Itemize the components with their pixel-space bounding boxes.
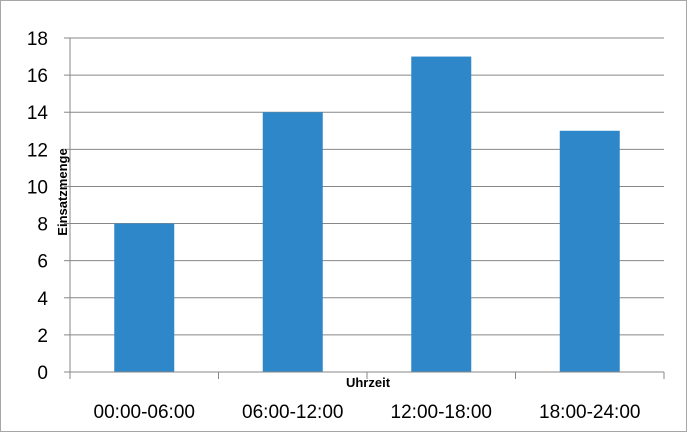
x-tick-label: 00:00-06:00 xyxy=(94,402,195,423)
y-tick-label: 14 xyxy=(27,103,49,124)
bar xyxy=(411,56,472,373)
bar xyxy=(114,223,175,372)
y-tick-label: 2 xyxy=(37,326,48,347)
x-tick-label: 18:00-24:00 xyxy=(539,402,640,423)
x-tick-label: 12:00-18:00 xyxy=(391,402,492,423)
y-tick-label: 8 xyxy=(37,215,48,236)
y-tick-label: 12 xyxy=(27,140,48,161)
bar xyxy=(559,130,620,372)
y-tick-label: 10 xyxy=(27,177,48,198)
y-tick-labels: 0 2 4 6 8 10 12 14 16 18 xyxy=(27,29,49,384)
x-tick-labels: 00:00-06:00 06:00-12:00 12:00-18:00 18:00-2… xyxy=(94,402,641,423)
y-tick-label: 0 xyxy=(37,363,48,384)
y-tick-label: 4 xyxy=(37,289,48,310)
y-tick-label: 6 xyxy=(37,252,48,273)
axes xyxy=(64,37,665,379)
y-axis-title: Einsatzmenge xyxy=(55,148,70,235)
bar xyxy=(262,112,323,372)
x-tick-label: 06:00-12:00 xyxy=(242,402,343,423)
x-axis-title: Uhrzeit xyxy=(346,375,391,390)
bars xyxy=(114,56,620,373)
y-tick-label: 16 xyxy=(27,66,48,87)
y-tick-label: 18 xyxy=(27,29,48,50)
